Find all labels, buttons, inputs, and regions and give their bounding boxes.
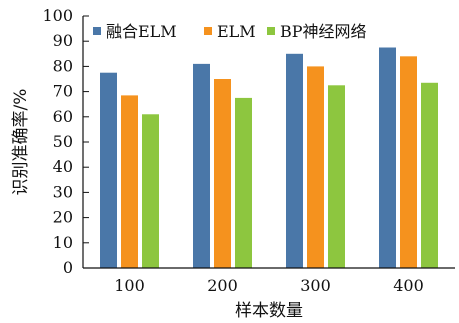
y-axis-title: 识别准确率/% (11, 89, 31, 196)
x-axis-ticks: 100 200 300 400 (114, 276, 424, 295)
x-axis-title: 样本数量 (235, 301, 303, 321)
bar (235, 97, 252, 269)
legend-swatch (93, 27, 101, 35)
y-axis-ticks: 0 10 20 30 40 50 60 70 80 90 100 (42, 6, 89, 277)
legend-label: BP神经网络 (280, 22, 367, 41)
y-tick-label: 90 (53, 31, 73, 50)
y-tick-label: 20 (53, 208, 73, 227)
y-tick-label: 80 (53, 56, 73, 75)
bar (121, 95, 138, 268)
legend-label: ELM (217, 22, 256, 41)
y-tick-label: 10 (53, 233, 73, 252)
y-tick-label: 100 (42, 6, 73, 25)
bar (100, 72, 117, 268)
bar (142, 114, 159, 268)
x-tick-label: 300 (300, 276, 331, 295)
x-tick-label: 100 (114, 276, 145, 295)
y-tick-label: 0 (63, 258, 73, 277)
legend-swatch (267, 27, 275, 35)
legend-label: 融合ELM (106, 22, 177, 41)
bar (307, 66, 324, 269)
y-tick-label: 50 (53, 132, 73, 151)
bar (400, 56, 417, 268)
legend-swatch (204, 27, 212, 35)
y-tick-label: 60 (53, 107, 73, 126)
bar (193, 63, 210, 268)
x-tick-label: 200 (207, 276, 238, 295)
bar (379, 47, 396, 268)
legend: 融合ELM ELM BP神经网络 (93, 22, 367, 41)
bar (421, 82, 438, 268)
y-tick-label: 30 (53, 182, 73, 201)
bar (286, 53, 303, 268)
bars (100, 47, 438, 269)
bar (214, 79, 231, 268)
y-tick-label: 40 (53, 157, 73, 176)
bar (328, 85, 345, 268)
x-tick-label: 400 (393, 276, 424, 295)
y-tick-label: 70 (53, 82, 73, 101)
